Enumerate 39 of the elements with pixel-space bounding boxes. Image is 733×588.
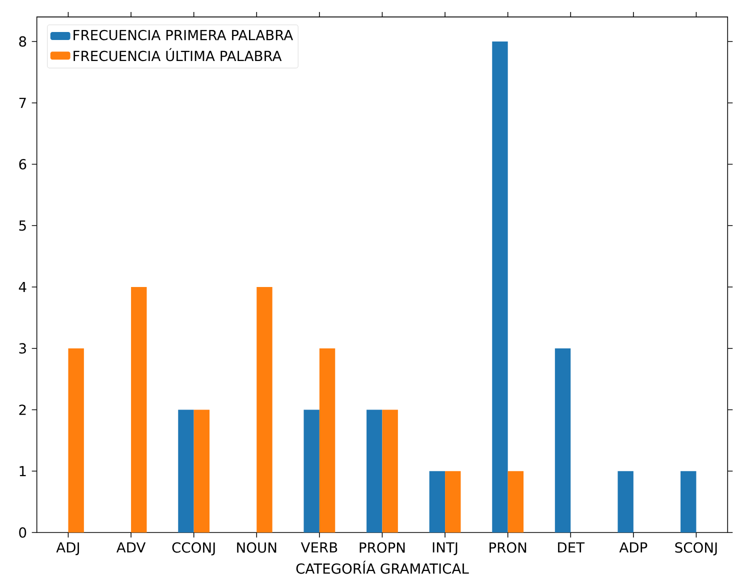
y-tick-label: 4	[18, 282, 26, 292]
x-tick-label: NOUN	[237, 542, 276, 553]
y-tick-label: 2	[19, 404, 26, 415]
x-axis-title: CATEGORÍA GRAMATICAL	[296, 560, 469, 574]
x-tick-label: INTJ	[432, 542, 458, 556]
bar	[445, 471, 461, 532]
x-tick-label: SCONJ	[675, 542, 717, 556]
bar	[492, 41, 508, 532]
y-tick-label: 1	[20, 466, 26, 476]
bar	[429, 471, 446, 532]
bar	[382, 410, 398, 532]
bar	[178, 410, 194, 532]
bar	[618, 471, 634, 532]
y-tick-label: 8	[19, 36, 26, 47]
y-tick-label: 0	[19, 527, 26, 538]
x-tick-label: ADJ	[56, 542, 79, 556]
x-tick-label: DET	[558, 542, 585, 552]
x-tick-label: PRON	[490, 542, 526, 553]
bar	[256, 286, 272, 532]
bar	[131, 286, 147, 532]
bar	[680, 471, 696, 532]
y-tick-label: 7	[19, 98, 26, 108]
legend-label: FRECUENCIA PRIMERA PALABRA	[74, 30, 294, 40]
x-tick-label: ADP	[619, 542, 648, 552]
y-tick-label: 3	[19, 343, 26, 354]
y-tick-label: 5	[19, 220, 26, 231]
bar	[366, 410, 382, 532]
legend-label: FRECUENCIA ÚLTIMA PALABRA	[74, 48, 282, 62]
bar	[554, 348, 571, 532]
bar	[304, 410, 320, 532]
x-tick-label: PROPN	[360, 542, 405, 553]
y-tick-label: 6	[19, 158, 26, 170]
x-tick-label: VERB	[300, 542, 338, 552]
x-tick-label: ADV	[116, 542, 146, 552]
bar	[68, 348, 84, 532]
bar	[319, 348, 336, 532]
bar	[508, 471, 524, 532]
x-tick-label: CCONJ	[172, 542, 215, 556]
bar	[194, 410, 210, 532]
